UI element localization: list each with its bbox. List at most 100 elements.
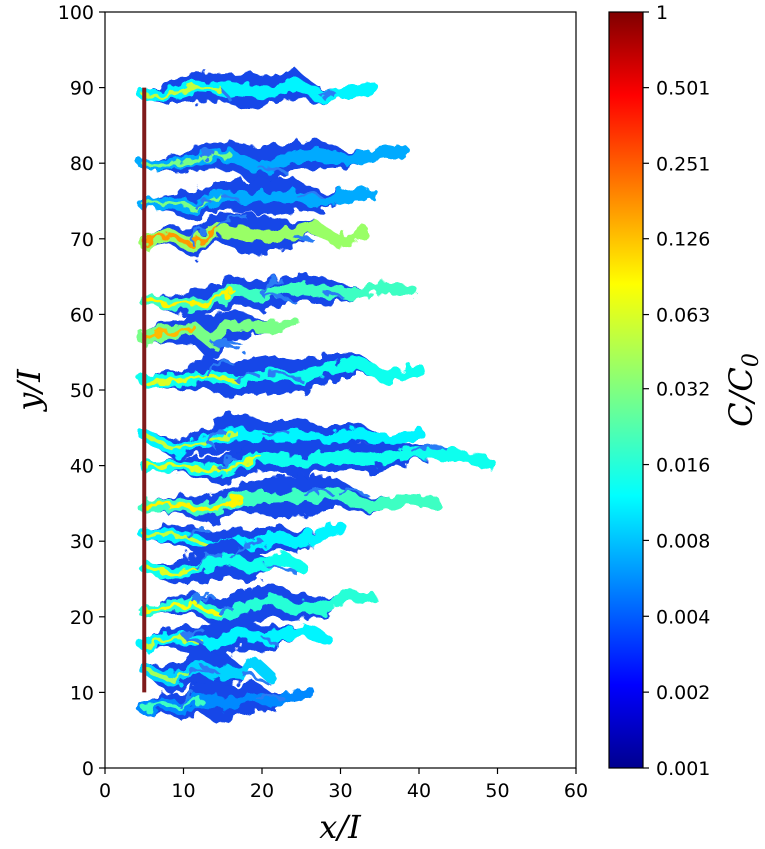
plume	[138, 177, 378, 223]
colorbar-title: C/C0	[722, 353, 764, 427]
plume	[138, 537, 308, 586]
colorbar-tick-label: 0.063	[656, 305, 710, 327]
plume-core	[142, 564, 199, 576]
plume-wisp	[253, 693, 287, 703]
plume	[138, 352, 425, 400]
y-tick-label: 40	[70, 456, 94, 478]
plume-wisp	[265, 428, 290, 440]
plume-wisp	[216, 214, 249, 229]
plume	[138, 643, 276, 695]
plume-wisp	[234, 371, 260, 383]
colorbar-tick-label: 0.251	[656, 153, 710, 175]
plume-wisp	[186, 527, 211, 539]
plume-core	[142, 84, 223, 98]
y-tick-label: 70	[70, 229, 94, 251]
x-tick-label: 0	[99, 780, 111, 802]
plume-wisp	[412, 445, 444, 454]
x-axis-title: x/I	[319, 808, 362, 844]
colorbar-tick-label: 0.501	[656, 78, 710, 100]
x-tick-label: 60	[564, 780, 588, 802]
y-tick-label: 60	[70, 304, 94, 326]
plume	[138, 68, 378, 109]
plume-wisp	[295, 191, 323, 199]
plume-wisp	[266, 372, 302, 381]
y-axis-title: y/I	[10, 368, 48, 413]
plume	[138, 411, 425, 460]
colorbar-title-sub: 0	[739, 353, 764, 367]
plume-core	[142, 696, 202, 712]
plume	[138, 274, 418, 320]
x-tick-label: 20	[250, 780, 274, 802]
y-tick-label: 80	[70, 153, 94, 175]
plume-wisp	[183, 627, 206, 640]
plume-core	[142, 372, 238, 384]
colorbar-tick-label: 0.126	[656, 229, 710, 251]
plume	[138, 617, 331, 661]
colorbar-tick-label: 1	[656, 2, 668, 24]
y-tick-label: 90	[70, 78, 94, 100]
colorbar-tick-label: 0.004	[656, 606, 710, 628]
plume-wisp	[261, 278, 285, 298]
x-tick-label: 10	[171, 780, 195, 802]
y-tick-label: 50	[70, 380, 94, 402]
plume-wisp	[191, 227, 207, 247]
plume-wisp	[195, 552, 223, 571]
plume-wisp	[199, 664, 221, 677]
plume-wisp	[290, 232, 319, 247]
x-tick-label: 50	[485, 780, 509, 802]
plume-wisp	[193, 594, 217, 606]
plume-core	[142, 666, 189, 683]
plume	[138, 137, 410, 190]
plume-wisp	[264, 638, 281, 648]
plume-wisp	[241, 672, 270, 686]
plume-wisp	[219, 456, 238, 473]
plume-wisp	[204, 360, 233, 376]
x-axis: 0 10 20 30 40 50 60	[99, 768, 588, 802]
plume-core	[142, 430, 238, 453]
plume-wisp	[266, 564, 299, 575]
colorbar	[608, 11, 644, 769]
plume-core	[142, 288, 236, 307]
plume-core	[142, 225, 220, 249]
plume-wisp	[219, 87, 233, 103]
plume-wisp	[337, 488, 368, 496]
y-tick-label: 10	[70, 682, 94, 704]
colorbar-tick-label: 0.001	[656, 758, 710, 780]
plume	[138, 308, 300, 362]
colorbar-title-main: C/C	[722, 367, 760, 427]
plume-wisp	[320, 89, 338, 99]
plume-core	[142, 325, 196, 342]
plume-core	[142, 495, 244, 513]
plume-wisp	[193, 198, 214, 209]
plume-core	[142, 531, 212, 549]
plume-wisp	[179, 695, 193, 709]
colorbar-tick-label: 0.002	[656, 682, 710, 704]
plume	[138, 680, 316, 725]
plume	[138, 212, 371, 259]
plume	[138, 440, 496, 485]
plume-wisp	[304, 488, 332, 498]
plume-wisp	[200, 150, 215, 159]
plume-wisp	[262, 294, 297, 305]
plume-core	[142, 602, 223, 618]
plume-wisp	[230, 541, 265, 560]
plume-wisp	[210, 339, 234, 349]
y-tick-label: 30	[70, 531, 94, 553]
plume-wisp	[185, 668, 217, 676]
plume-wisp	[204, 430, 229, 443]
y-tick-label: 20	[70, 607, 94, 629]
colorbar-ticks: 0.001 0.002 0.004 0.008 0.016 0.032 0.063 0.126…	[643, 2, 710, 780]
plume	[138, 581, 378, 630]
y-axis: 0 10 20 30 40 50 60 70 80 90 100	[58, 2, 105, 780]
plume-wisp	[205, 440, 219, 450]
plume-wisp	[218, 605, 235, 616]
colorbar-tick-label: 0.016	[656, 455, 710, 477]
x-tick-label: 40	[407, 780, 431, 802]
plume-wisp	[259, 166, 290, 176]
plume	[138, 475, 441, 525]
colorbar-tick-label: 0.032	[656, 379, 710, 401]
colorbar-tick-label: 0.008	[656, 530, 710, 552]
plume-wisp	[322, 289, 345, 300]
